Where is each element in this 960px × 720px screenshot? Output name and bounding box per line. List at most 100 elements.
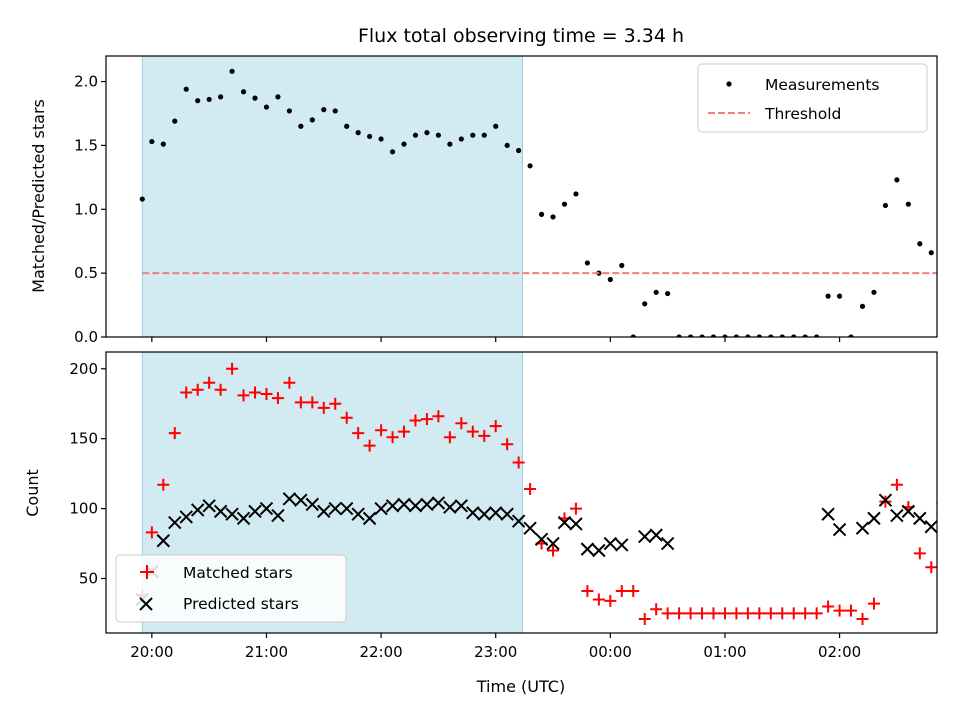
- predicted-stars-point: [202, 499, 216, 513]
- predicted-stars-point: [454, 499, 469, 513]
- predicted-stars-point: [282, 492, 297, 506]
- matched-stars-point: [615, 585, 628, 598]
- measurements-point: [516, 147, 522, 154]
- predicted-stars-point: [569, 517, 583, 531]
- measurements-point: [687, 334, 694, 337]
- matched-stars-point: [684, 607, 697, 620]
- legend-plus-icon: [140, 565, 154, 579]
- matched-stars-point: [489, 420, 502, 433]
- measurements-point: [699, 334, 705, 337]
- measurements-point: [275, 94, 281, 100]
- predicted-stars-point: [305, 497, 320, 512]
- matched-stars-point: [317, 401, 330, 414]
- measurements-point: [298, 123, 304, 129]
- predicted-stars-point: [489, 506, 503, 520]
- matched-stars-point: [512, 456, 525, 469]
- measurements-point: [263, 104, 270, 110]
- matched-stars-point: [443, 431, 456, 444]
- measurements-point: [871, 289, 877, 295]
- predicted-stars-point: [511, 514, 526, 528]
- measurements-point: [183, 86, 189, 92]
- matched-stars-point: [822, 600, 835, 613]
- matched-stars-point: [203, 376, 216, 389]
- matched-stars-point: [386, 431, 399, 444]
- measurements-point: [848, 334, 854, 337]
- y-tick-label: 0.0: [74, 328, 98, 346]
- predicted-stars-point: [878, 493, 893, 507]
- measurements-point: [412, 132, 419, 138]
- measurements-point: [722, 334, 728, 337]
- predicted-stars-point: [523, 521, 537, 535]
- measurements-point: [309, 117, 315, 123]
- y-tick-label: 100: [69, 500, 98, 518]
- measurements-point: [344, 123, 350, 129]
- matched-stars-point: [214, 383, 227, 396]
- measurements-point: [493, 123, 499, 129]
- observing-window-shade: [141, 55, 523, 338]
- measurements-point: [139, 196, 145, 202]
- predicted-stars-point: [546, 536, 560, 551]
- matched-stars-point: [890, 478, 903, 491]
- matched-stars-point: [340, 411, 353, 424]
- measurements-point: [538, 211, 545, 217]
- measurements-point: [791, 334, 797, 337]
- matched-stars-point: [707, 607, 720, 620]
- matched-stars-point: [191, 383, 204, 396]
- measurements-point: [504, 142, 510, 149]
- matched-stars-point: [501, 438, 514, 451]
- predicted-stars-point: [638, 529, 652, 544]
- predicted-stars-point: [271, 508, 285, 523]
- x-tick-label: 00:00: [589, 643, 632, 661]
- matched-stars-point: [352, 427, 365, 440]
- measurements-point: [859, 303, 866, 309]
- measurements-point: [149, 138, 155, 145]
- y-tick-label: 50: [79, 569, 98, 587]
- matched-stars-point: [283, 376, 296, 389]
- predicted-stars-point: [351, 507, 365, 521]
- predicted-stars-point: [592, 543, 606, 558]
- measurements-point: [332, 108, 338, 114]
- matched-stars-point: [730, 607, 743, 620]
- y-tick-label: 2.0: [74, 73, 98, 91]
- predicted-stars-point: [443, 500, 457, 514]
- legend-label-threshold: Threshold: [764, 105, 841, 123]
- matched-stars-point: [810, 607, 823, 620]
- matched-stars-point: [833, 604, 846, 617]
- measurements-point: [653, 289, 659, 295]
- predicted-stars-point: [362, 511, 377, 526]
- matched-stars-point: [799, 607, 812, 620]
- measurements-point: [894, 177, 900, 183]
- matched-stars-point: [650, 603, 663, 616]
- matched-stars-point: [913, 547, 926, 560]
- matched-stars-point: [753, 607, 766, 620]
- predicted-stars-point: [236, 511, 251, 526]
- measurements-point: [458, 136, 464, 142]
- measurements-point: [665, 290, 671, 297]
- x-tick-label: 20:00: [130, 643, 173, 661]
- measurements-point: [928, 250, 934, 256]
- measurements-point: [160, 141, 166, 147]
- matched-stars-point: [741, 607, 754, 620]
- matched-stars-point: [260, 387, 273, 400]
- y-tick-label: 200: [69, 360, 98, 378]
- top-legend-box: [697, 63, 928, 133]
- matched-stars-point: [856, 613, 869, 626]
- top-plot-frame: [105, 55, 938, 338]
- predicted-stars-point: [649, 528, 663, 542]
- measurements-point: [825, 293, 831, 299]
- y-tick-label: 1.0: [74, 200, 98, 218]
- matched-stars-point: [168, 427, 181, 440]
- bottom-legend: Matched stars Predicted stars: [115, 554, 347, 623]
- measurements-point: [527, 163, 533, 169]
- predicted-stars-point: [374, 501, 388, 516]
- predicted-stars-point: [259, 501, 274, 516]
- matched-stars-point: [180, 386, 193, 399]
- top-y-axis-label: Matched/Predicted stars: [29, 99, 48, 293]
- predicted-stars-point: [339, 501, 354, 516]
- measurements-point: [802, 334, 808, 337]
- matched-stars-point: [627, 585, 640, 598]
- matched-stars-point: [432, 410, 445, 423]
- predicted-stars-point: [431, 496, 446, 510]
- predicted-stars-point: [821, 507, 835, 521]
- matched-stars-point: [409, 414, 422, 427]
